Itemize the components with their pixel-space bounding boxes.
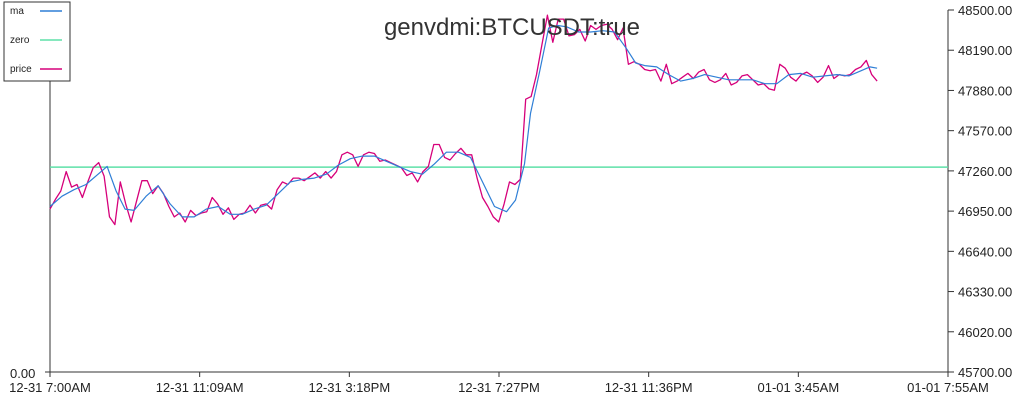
right-axis-tick-label: 48190.00 bbox=[958, 43, 1012, 58]
x-tick-label: 01-01 7:55AM bbox=[907, 380, 989, 395]
right-axis-ticks: 48500.00 48190.00 47880.00 47570.00 47260.00… bbox=[948, 3, 1012, 380]
right-axis-tick-label: 47570.00 bbox=[958, 124, 1012, 139]
right-axis-tick-label: 46330.00 bbox=[958, 285, 1012, 300]
x-tick-label: 12-31 7:27PM bbox=[458, 380, 540, 395]
right-axis-tick-label: 46640.00 bbox=[958, 244, 1012, 259]
x-tick-label: 12-31 11:09AM bbox=[156, 380, 244, 395]
legend-label-ma: ma bbox=[10, 6, 24, 17]
series-ma-line bbox=[49, 24, 878, 218]
right-axis-tick-label: 46020.00 bbox=[958, 325, 1012, 340]
legend: ma zero price bbox=[3, 1, 71, 82]
series-price-line bbox=[49, 14, 878, 226]
x-tick-label: 01-01 3:45AM bbox=[757, 380, 839, 395]
right-axis-tick-label: 45700.00 bbox=[958, 365, 1012, 380]
x-tick-label: 12-31 3:18PM bbox=[308, 380, 390, 395]
right-axis-tick-label: 48500.00 bbox=[958, 3, 1012, 18]
legend-label-zero: zero bbox=[10, 35, 30, 46]
x-tick-label: 12-31 11:36PM bbox=[605, 380, 693, 395]
right-axis-tick-label: 46950.00 bbox=[958, 204, 1012, 219]
left-axis-tick-label: 0.00 bbox=[10, 366, 35, 381]
chart-title: genvdmi:BTCUSDT:true bbox=[384, 14, 640, 41]
legend-label-price: price bbox=[10, 64, 32, 75]
x-tick-label: 12-31 7:00AM bbox=[9, 380, 91, 395]
series-group bbox=[49, 14, 878, 226]
x-axis-ticks: 12-31 7:00AM 12-31 11:09AM 12-31 3:18PM 12-… bbox=[9, 372, 989, 395]
legend-box bbox=[3, 1, 71, 82]
right-axis-tick-label: 47880.00 bbox=[958, 83, 1012, 98]
axes bbox=[45, 10, 949, 373]
right-axis-tick-label: 47260.00 bbox=[958, 164, 1012, 179]
